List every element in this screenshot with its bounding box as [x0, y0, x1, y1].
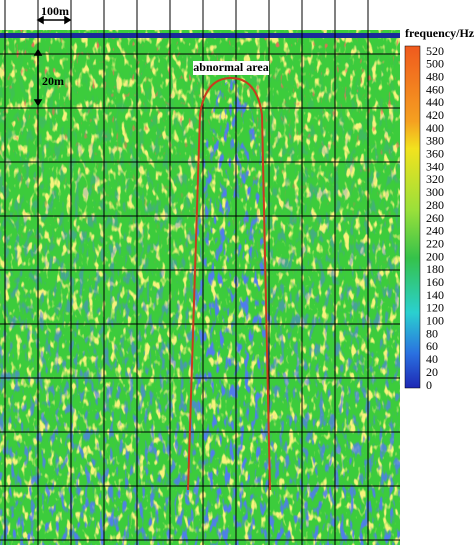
- frequency-map: [0, 30, 400, 545]
- colorbar-tick-label: 100: [426, 314, 444, 328]
- colorbar-tick-label: 160: [426, 275, 444, 289]
- colorbar-tick-label: 320: [426, 172, 444, 186]
- scale-bars: [33, 15, 72, 107]
- colorbar-tick-label: 480: [426, 69, 444, 83]
- colorbar-tick-label: 260: [426, 211, 444, 225]
- colorbar-tick-label: 400: [426, 121, 444, 135]
- colorbar-tick-label: 220: [426, 236, 444, 250]
- colorbar-tick-label: 60: [426, 339, 438, 353]
- colorbar-tick-label: 200: [426, 249, 444, 263]
- colorbar-tick-label: 20: [426, 365, 438, 379]
- colorbar-tick-label: 420: [426, 108, 444, 122]
- abnormal-area-outline: [187, 76, 271, 491]
- colorbar-tick-label: 380: [426, 134, 444, 148]
- colorbar-title: frequency/Hz: [405, 26, 474, 40]
- colorbar-tick-label: 520: [426, 44, 444, 58]
- colorbar-tick-label: 300: [426, 185, 444, 199]
- colorbar-tick-label: 240: [426, 224, 444, 238]
- colorbar-tick-label: 500: [426, 57, 444, 71]
- colorbar-tick-label: 40: [426, 352, 438, 366]
- vertical-scale-label: 20m: [42, 74, 64, 88]
- colorbar-tick-label: 440: [426, 95, 444, 109]
- colorbar-tick-label: 360: [426, 147, 444, 161]
- label-background: [193, 61, 269, 75]
- abnormal-area-label: abnormal area: [193, 60, 268, 74]
- horizontal-scale-label: 100m: [41, 4, 69, 18]
- colorbar-tick-label: 120: [426, 301, 444, 315]
- colorbar-tick-label: 460: [426, 82, 444, 96]
- colorbar-tick-label: 140: [426, 288, 444, 302]
- colorbar: [404, 45, 421, 389]
- colorbar-tick-label: 80: [426, 326, 438, 340]
- colorbar-tick-label: 0: [426, 378, 432, 392]
- colorbar-tick-label: 180: [426, 262, 444, 276]
- colorbar-tick-label: 340: [426, 159, 444, 173]
- colorbar-tick-label: 280: [426, 198, 444, 212]
